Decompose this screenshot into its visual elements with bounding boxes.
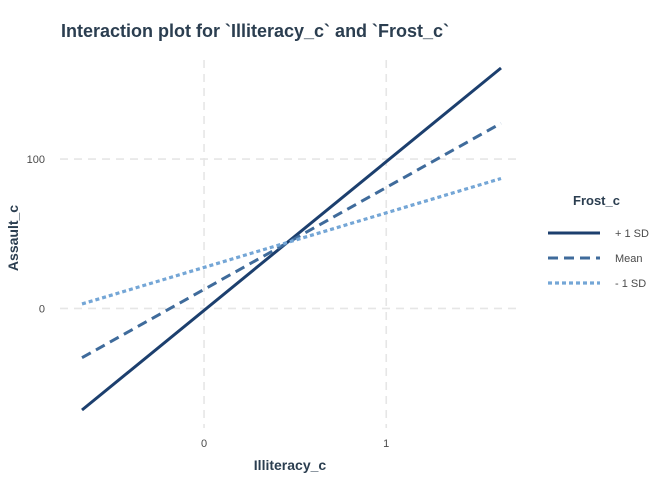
legend-label: - 1 SD: [615, 278, 646, 290]
legend-title: Frost_c: [573, 193, 620, 208]
y-tick-label: 0: [39, 303, 45, 315]
legend-label: + 1 SD: [615, 228, 649, 240]
series-lines: [81, 66, 502, 412]
legend-label: Mean: [615, 253, 643, 265]
x-tick-label: 1: [383, 438, 389, 450]
y-axis-title: Assault_c: [5, 205, 21, 271]
chart-title: Interaction plot for `Illiteracy_c` and …: [61, 21, 449, 41]
legend: Frost_c + 1 SD Mean - 1 SD: [548, 193, 649, 290]
grid: [60, 60, 522, 428]
x-tick-label: 0: [201, 438, 207, 450]
y-tick-label: 100: [27, 154, 45, 166]
x-axis-title: Illiteracy_c: [254, 457, 327, 473]
series-line: [81, 176, 502, 306]
tick-labels: 0 1 0 100: [27, 154, 390, 450]
